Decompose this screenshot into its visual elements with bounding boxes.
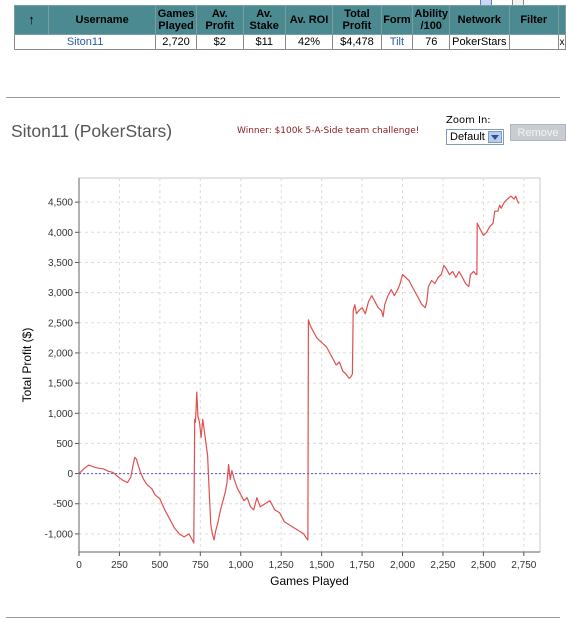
games-played-column-header[interactable]: Games Played	[155, 5, 197, 35]
total-profit-cell: $4,478	[332, 34, 382, 50]
x-tick-label: 1,250	[269, 560, 294, 571]
chart-series	[78, 195, 520, 544]
sort-column-header[interactable]: ↑	[13, 5, 50, 35]
y-tick-label: 4,500	[48, 198, 73, 209]
form-cell[interactable]: Tilt	[380, 34, 414, 50]
x-tick-label: 250	[111, 560, 128, 571]
chart-axes: 0 250 500 750 1,000 1,250 1,500 1,750 2,000 2,250…	[45, 178, 540, 571]
username-cell[interactable]: Siton11	[13, 34, 157, 50]
profit-chart: 0 250 500 750 1,000 1,250 1,500 1,750 2,000 2,250…	[20, 177, 541, 588]
y-tick-label: 2,500	[48, 318, 73, 329]
x-tick-label: 2,250	[430, 560, 455, 571]
ability-cell: 76	[412, 34, 451, 50]
av-stake-cell: $11	[242, 34, 286, 50]
bottom-divider	[6, 617, 560, 618]
x-tick-label: 0	[76, 560, 82, 571]
winner-badge-text: Winner: $100k 5-A-Side team challenge!	[237, 126, 420, 136]
games-played-cell: 2,720	[155, 34, 197, 50]
divider	[6, 97, 560, 98]
remove-button[interactable]: Remove	[510, 124, 566, 141]
y-tick-label: 0	[67, 469, 73, 480]
av-profit-column-header[interactable]: Av. Profit	[195, 5, 244, 35]
page-title: Siton11 (PokerStars)	[11, 121, 173, 141]
table-row: Siton11 2,720 $2 $11 42% $4,478 Tilt 76 …	[13, 34, 566, 50]
x-tick-label: 2,750	[511, 560, 536, 571]
y-tick-label: 3,500	[48, 258, 73, 269]
profit-series-line	[78, 195, 520, 544]
y-tick-label: 3,000	[48, 288, 73, 299]
zoom-select-value: Default	[450, 131, 485, 143]
y-tick-label: 2,000	[48, 348, 73, 359]
total-profit-column-header[interactable]: Total Profit	[332, 5, 382, 35]
form-link[interactable]: Tilt	[389, 36, 405, 48]
chart-grid	[78, 177, 541, 553]
x-tick-label: 1,500	[309, 560, 334, 571]
x-tick-label: 1,000	[228, 560, 253, 571]
y-tick-label: 1,000	[48, 409, 73, 420]
av-roi-cell: 42%	[284, 34, 334, 50]
filter-column-header[interactable]: Filter	[508, 5, 559, 35]
x-tick-label: 2,000	[390, 560, 415, 571]
av-profit-cell: $2	[195, 34, 244, 50]
x-tick-label: 500	[152, 560, 169, 571]
y-tick-label: 500	[56, 439, 73, 450]
ability-column-header[interactable]: Ability/100	[412, 5, 451, 35]
plot-area	[78, 177, 541, 553]
zoom-label: Zoom In:	[446, 115, 491, 126]
x-tick-label: 2,500	[471, 560, 496, 571]
network-column-header[interactable]: Network	[449, 5, 510, 35]
y-tick-label: -500	[53, 499, 73, 510]
filter-cell[interactable]	[508, 34, 559, 50]
y-tick-label: 4,000	[48, 228, 73, 239]
remove-row-button[interactable]: x	[557, 34, 566, 50]
player-stats-table: ↑ Username Games Played Av. Profit Av. Stak…	[13, 5, 566, 50]
av-roi-column-header[interactable]: Av. ROI	[284, 5, 334, 35]
y-axis-label: Total Profit ($)	[20, 328, 34, 403]
form-column-header[interactable]: Form	[380, 5, 414, 35]
y-tick-label: -1,000	[45, 529, 74, 540]
sort-up-arrow-icon[interactable]: ↑	[28, 11, 35, 27]
x-tick-label: 750	[192, 560, 209, 571]
username-link[interactable]: Siton11	[66, 36, 104, 48]
chevron-down-icon[interactable]	[488, 131, 502, 143]
av-stake-column-header[interactable]: Av. Stake	[242, 5, 286, 35]
y-tick-label: 1,500	[48, 379, 73, 390]
table-header-row: ↑ Username Games Played Av. Profit Av. Stak…	[13, 5, 566, 35]
x-tick-label: 1,750	[350, 560, 375, 571]
zoom-select[interactable]: Default	[446, 129, 504, 145]
network-cell: PokerStars	[449, 34, 510, 50]
username-column-header[interactable]: Username	[48, 5, 157, 35]
spacer-column-header	[557, 5, 566, 35]
x-axis-label: Games Played	[270, 574, 349, 588]
